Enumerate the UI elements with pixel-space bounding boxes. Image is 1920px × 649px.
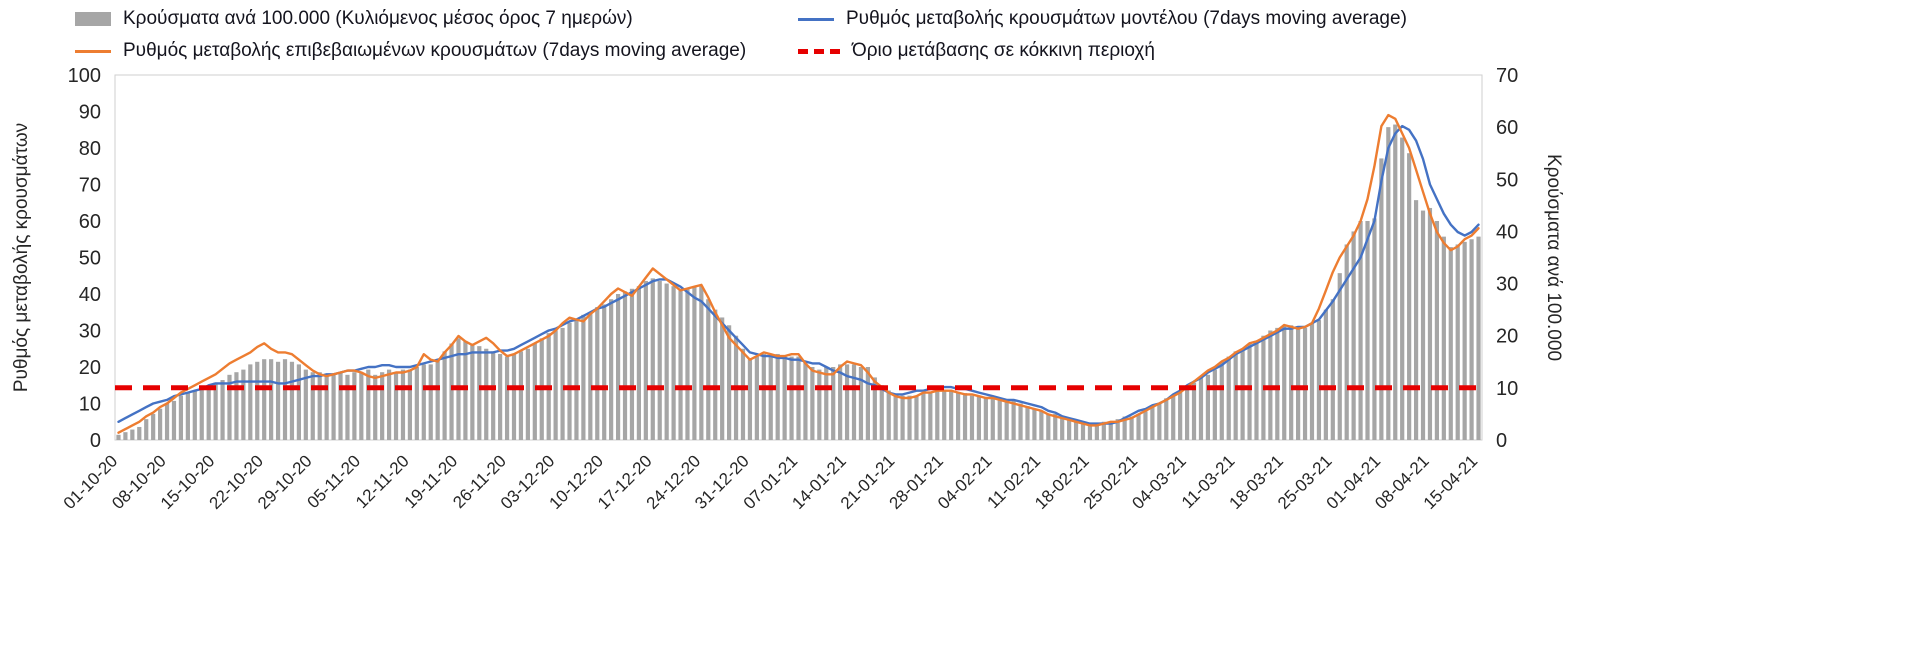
legend-label-cases-bars: Κρούσματα ανά 100.000 (Κυλιόμενος μέσος … <box>123 8 633 29</box>
svg-text:50: 50 <box>79 248 101 270</box>
legend-item-confirmed-line: Ρυθμός μεταβολής επιβεβαιωμένων κρουσμάτ… <box>75 40 746 62</box>
svg-text:20: 20 <box>1496 326 1518 348</box>
svg-text:40: 40 <box>1496 221 1518 243</box>
legend-item-model-line: Ρυθμός μεταβολής κρουσμάτων μοντέλου (7d… <box>798 8 1407 30</box>
svg-text:60: 60 <box>1496 117 1518 139</box>
legend-label-confirmed-line: Ρυθμός μεταβολής επιβεβαιωμένων κρουσμάτ… <box>123 40 747 61</box>
svg-text:29-10-20: 29-10-20 <box>254 451 316 513</box>
bars-series <box>116 124 1481 440</box>
threshold-dash-swatch <box>798 48 840 54</box>
svg-text:30: 30 <box>79 321 101 343</box>
svg-text:10: 10 <box>79 394 101 416</box>
svg-text:60: 60 <box>79 211 101 233</box>
model-line-swatch <box>798 17 834 21</box>
legend-item-threshold: Όριο μετάβασης σε κόκκινη περιοχή <box>798 40 1155 62</box>
svg-text:50: 50 <box>1496 169 1518 191</box>
svg-text:15-04-21: 15-04-21 <box>1420 451 1482 513</box>
svg-text:70: 70 <box>79 175 101 197</box>
right-axis-title: Κρούσματα ανά 100.000 <box>1543 154 1564 361</box>
svg-text:40: 40 <box>79 284 101 306</box>
svg-text:80: 80 <box>79 138 101 160</box>
svg-text:90: 90 <box>79 102 101 124</box>
svg-text:70: 70 <box>1496 65 1518 87</box>
left-axis-title: Ρυθμός μεταβολής κρουσμάτων <box>11 123 32 392</box>
legend-item-cases-bars: Κρούσματα ανά 100.000 (Κυλιόμενος μέσος … <box>75 8 633 30</box>
bar-series-swatch <box>75 12 111 26</box>
svg-text:10: 10 <box>1496 378 1518 400</box>
confirmed-line-swatch <box>75 49 111 53</box>
svg-text:04-03-21: 04-03-21 <box>1128 451 1190 513</box>
right-axis-ticks: 0 10 20 30 40 50 60 70 <box>1496 65 1518 452</box>
svg-text:20: 20 <box>79 357 101 379</box>
svg-text:30: 30 <box>1496 274 1518 296</box>
svg-text:04-02-21: 04-02-21 <box>934 451 996 513</box>
legend-label-threshold: Όριο μετάβασης σε κόκκινη περιοχή <box>852 40 1155 61</box>
legend-label-model-line: Ρυθμός μεταβολής κρουσμάτων μοντέλου (7d… <box>846 8 1407 29</box>
x-axis-ticks: 01-10-2008-10-2015-10-2022-10-2029-10-20… <box>60 451 1482 513</box>
svg-text:0: 0 <box>90 430 101 452</box>
svg-text:0: 0 <box>1496 430 1507 452</box>
svg-text:100: 100 <box>68 65 101 87</box>
left-axis-ticks: 0 10 20 30 40 50 60 70 80 90 100 <box>68 65 101 452</box>
confirmed-line-series <box>117 113 1480 434</box>
